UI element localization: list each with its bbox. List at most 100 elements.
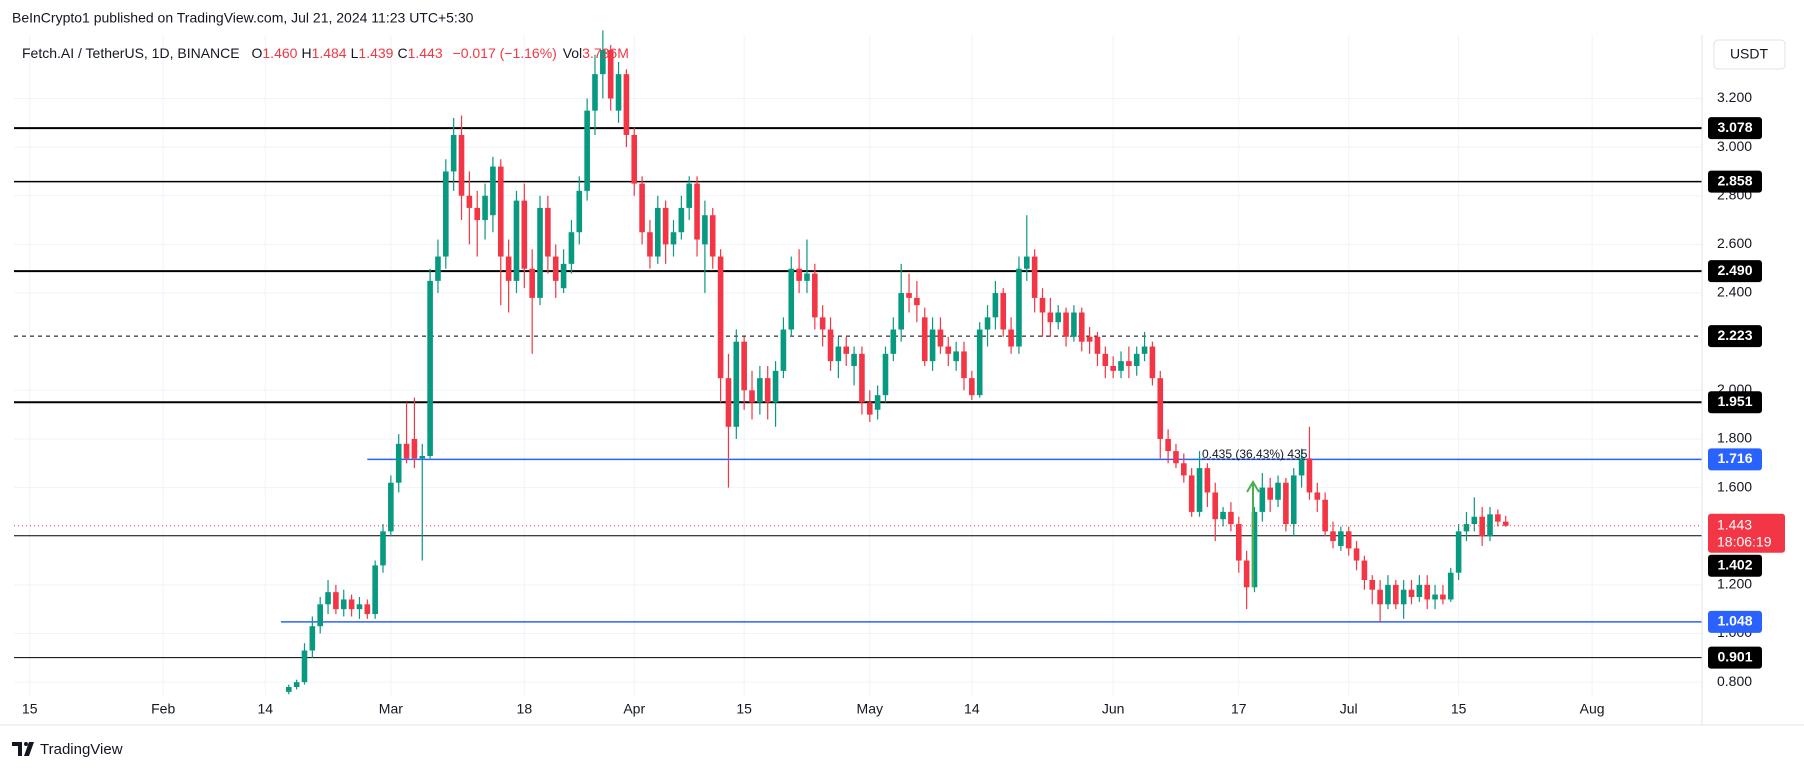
- candle-body: [654, 207, 661, 257]
- candle-body: [293, 682, 300, 688]
- candle-body: [1024, 256, 1030, 269]
- candle-body: [372, 565, 378, 615]
- candle-body: [333, 592, 339, 610]
- candle-body: [482, 195, 488, 221]
- candle-body: [780, 329, 787, 371]
- level-label: 1.951: [1717, 393, 1752, 409]
- candle-body: [702, 215, 708, 245]
- candle-body: [1141, 346, 1148, 354]
- level-label-box: [1708, 117, 1762, 140]
- candle-body: [340, 599, 347, 610]
- candle-body: [1039, 297, 1046, 313]
- last-price-label: 1.443: [1717, 516, 1752, 532]
- candle-body: [1306, 458, 1313, 493]
- y-tick-label: 3.200: [1717, 89, 1752, 105]
- candle-body: [1181, 463, 1187, 476]
- measure-label: 0.435 (36.43%) 435: [1202, 447, 1308, 461]
- candle-body: [1495, 514, 1501, 522]
- candle-body: [1322, 499, 1328, 532]
- candle-body: [435, 256, 441, 281]
- candle-body: [1243, 560, 1250, 588]
- volume-key: Vol: [563, 45, 582, 61]
- candle-body: [835, 346, 842, 362]
- candle-body: [1016, 268, 1022, 347]
- candle-body: [1196, 468, 1203, 512]
- candle-body: [1377, 589, 1383, 605]
- y-tick-label: 1.800: [1717, 430, 1752, 446]
- candle-body: [1149, 346, 1156, 379]
- change: −0.017 (−1.16%): [453, 45, 557, 61]
- candle-body: [929, 329, 936, 362]
- candle-body: [1267, 487, 1273, 500]
- candle-body: [1400, 589, 1407, 605]
- candle-body: [1440, 594, 1446, 600]
- candle-body: [388, 482, 394, 532]
- level-label: 3.078: [1717, 119, 1752, 135]
- y-tick-label: 3.000: [1717, 138, 1752, 154]
- candle-body: [1086, 336, 1093, 342]
- candle-body: [474, 207, 481, 221]
- candle-body: [945, 346, 952, 354]
- candle-body: [662, 207, 669, 245]
- candle-body: [1502, 521, 1509, 526]
- candle-body: [1361, 560, 1368, 580]
- candle-body: [317, 604, 323, 627]
- x-tick-label: Feb: [151, 701, 175, 717]
- volume-value: 3.736M: [582, 45, 629, 61]
- candle-body: [1479, 516, 1485, 537]
- candle-body: [380, 531, 386, 566]
- y-tick-label: 1.600: [1717, 478, 1752, 494]
- candle-body: [1416, 584, 1423, 598]
- candle-body: [1338, 531, 1344, 546]
- symbol: Fetch.AI / TetherUS, 1D, BINANCE: [22, 45, 240, 61]
- ohlc-key: L: [351, 45, 359, 61]
- candle-body: [1330, 531, 1336, 542]
- currency-button[interactable]: [1713, 39, 1786, 70]
- y-tick-label: 2.400: [1717, 284, 1752, 300]
- candle-body: [395, 443, 402, 483]
- candle-body: [1133, 353, 1140, 366]
- currency[interactable]: USDT: [1730, 46, 1769, 62]
- candle-body: [851, 353, 857, 366]
- candle-body: [615, 74, 622, 111]
- candle-body: [1251, 511, 1258, 588]
- candle-body: [301, 650, 308, 683]
- candle-body: [490, 166, 496, 216]
- candle-body: [1165, 438, 1171, 452]
- candle-body: [552, 256, 559, 281]
- candle-body: [545, 207, 551, 257]
- level-label-box: [1708, 391, 1762, 414]
- candle-body: [356, 604, 363, 610]
- ohlc-key: H: [301, 45, 311, 61]
- candle-body: [953, 351, 959, 362]
- candle-body: [757, 378, 763, 403]
- candle-body: [537, 207, 543, 298]
- ohlc-key: C: [397, 45, 407, 61]
- ohlc-value: 1.443: [408, 45, 443, 61]
- x-tick-label: 15: [1451, 701, 1467, 717]
- ohlc-value: 1.439: [358, 45, 393, 61]
- candle-body: [717, 256, 724, 379]
- ohlc-key: O: [252, 45, 263, 61]
- candle-body: [1047, 312, 1054, 323]
- candle-body: [859, 353, 865, 403]
- candle-body: [1385, 584, 1391, 605]
- candle-body: [1000, 293, 1007, 330]
- candle-body: [458, 134, 465, 196]
- ohlc-value: 1.460: [262, 45, 297, 61]
- candle-body: [450, 134, 457, 172]
- x-tick-label: 18: [517, 701, 533, 717]
- candle-body: [1078, 312, 1085, 342]
- candle-body: [309, 626, 316, 651]
- level-label: 2.490: [1717, 262, 1752, 278]
- candle-body: [521, 200, 528, 269]
- candle-body: [874, 395, 881, 410]
- candle-body: [1110, 365, 1116, 371]
- level-label-box: [1708, 448, 1762, 471]
- level-label: 2.858: [1717, 172, 1752, 188]
- candle-body: [1290, 475, 1297, 525]
- candle-body: [1126, 361, 1132, 366]
- x-tick-label: 14: [257, 701, 273, 717]
- candle-body: [1031, 256, 1038, 298]
